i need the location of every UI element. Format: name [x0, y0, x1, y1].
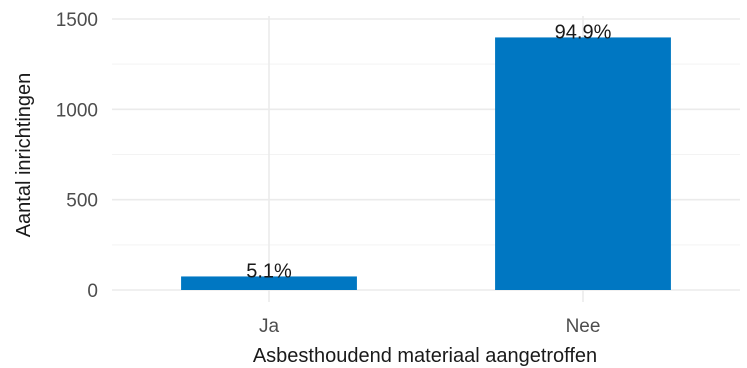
bar-ja	[181, 276, 357, 290]
x-tick-label: Nee	[566, 316, 601, 337]
data-label-ja: 5.1%	[246, 260, 292, 282]
y-tick-label: 0	[87, 281, 98, 302]
x-axis-title: Asbesthoudend materiaal aangetroffen	[253, 345, 597, 367]
bar-nee	[495, 37, 671, 290]
y-tick-label: 500	[66, 191, 98, 212]
y-tick-label: 1000	[56, 100, 98, 121]
data-label-nee: 94.9%	[555, 21, 612, 43]
x-tick-label: Ja	[259, 316, 280, 337]
bars	[181, 37, 671, 290]
y-tick-label: 1500	[56, 10, 98, 31]
x-axis-ticks: Ja Nee	[259, 316, 600, 337]
y-axis-ticks: 0 500 1000 1500	[56, 10, 98, 302]
y-axis-title: Aantal inrichtingen	[13, 73, 35, 238]
bar-value-labels: 5.1% 94.9%	[246, 21, 611, 282]
